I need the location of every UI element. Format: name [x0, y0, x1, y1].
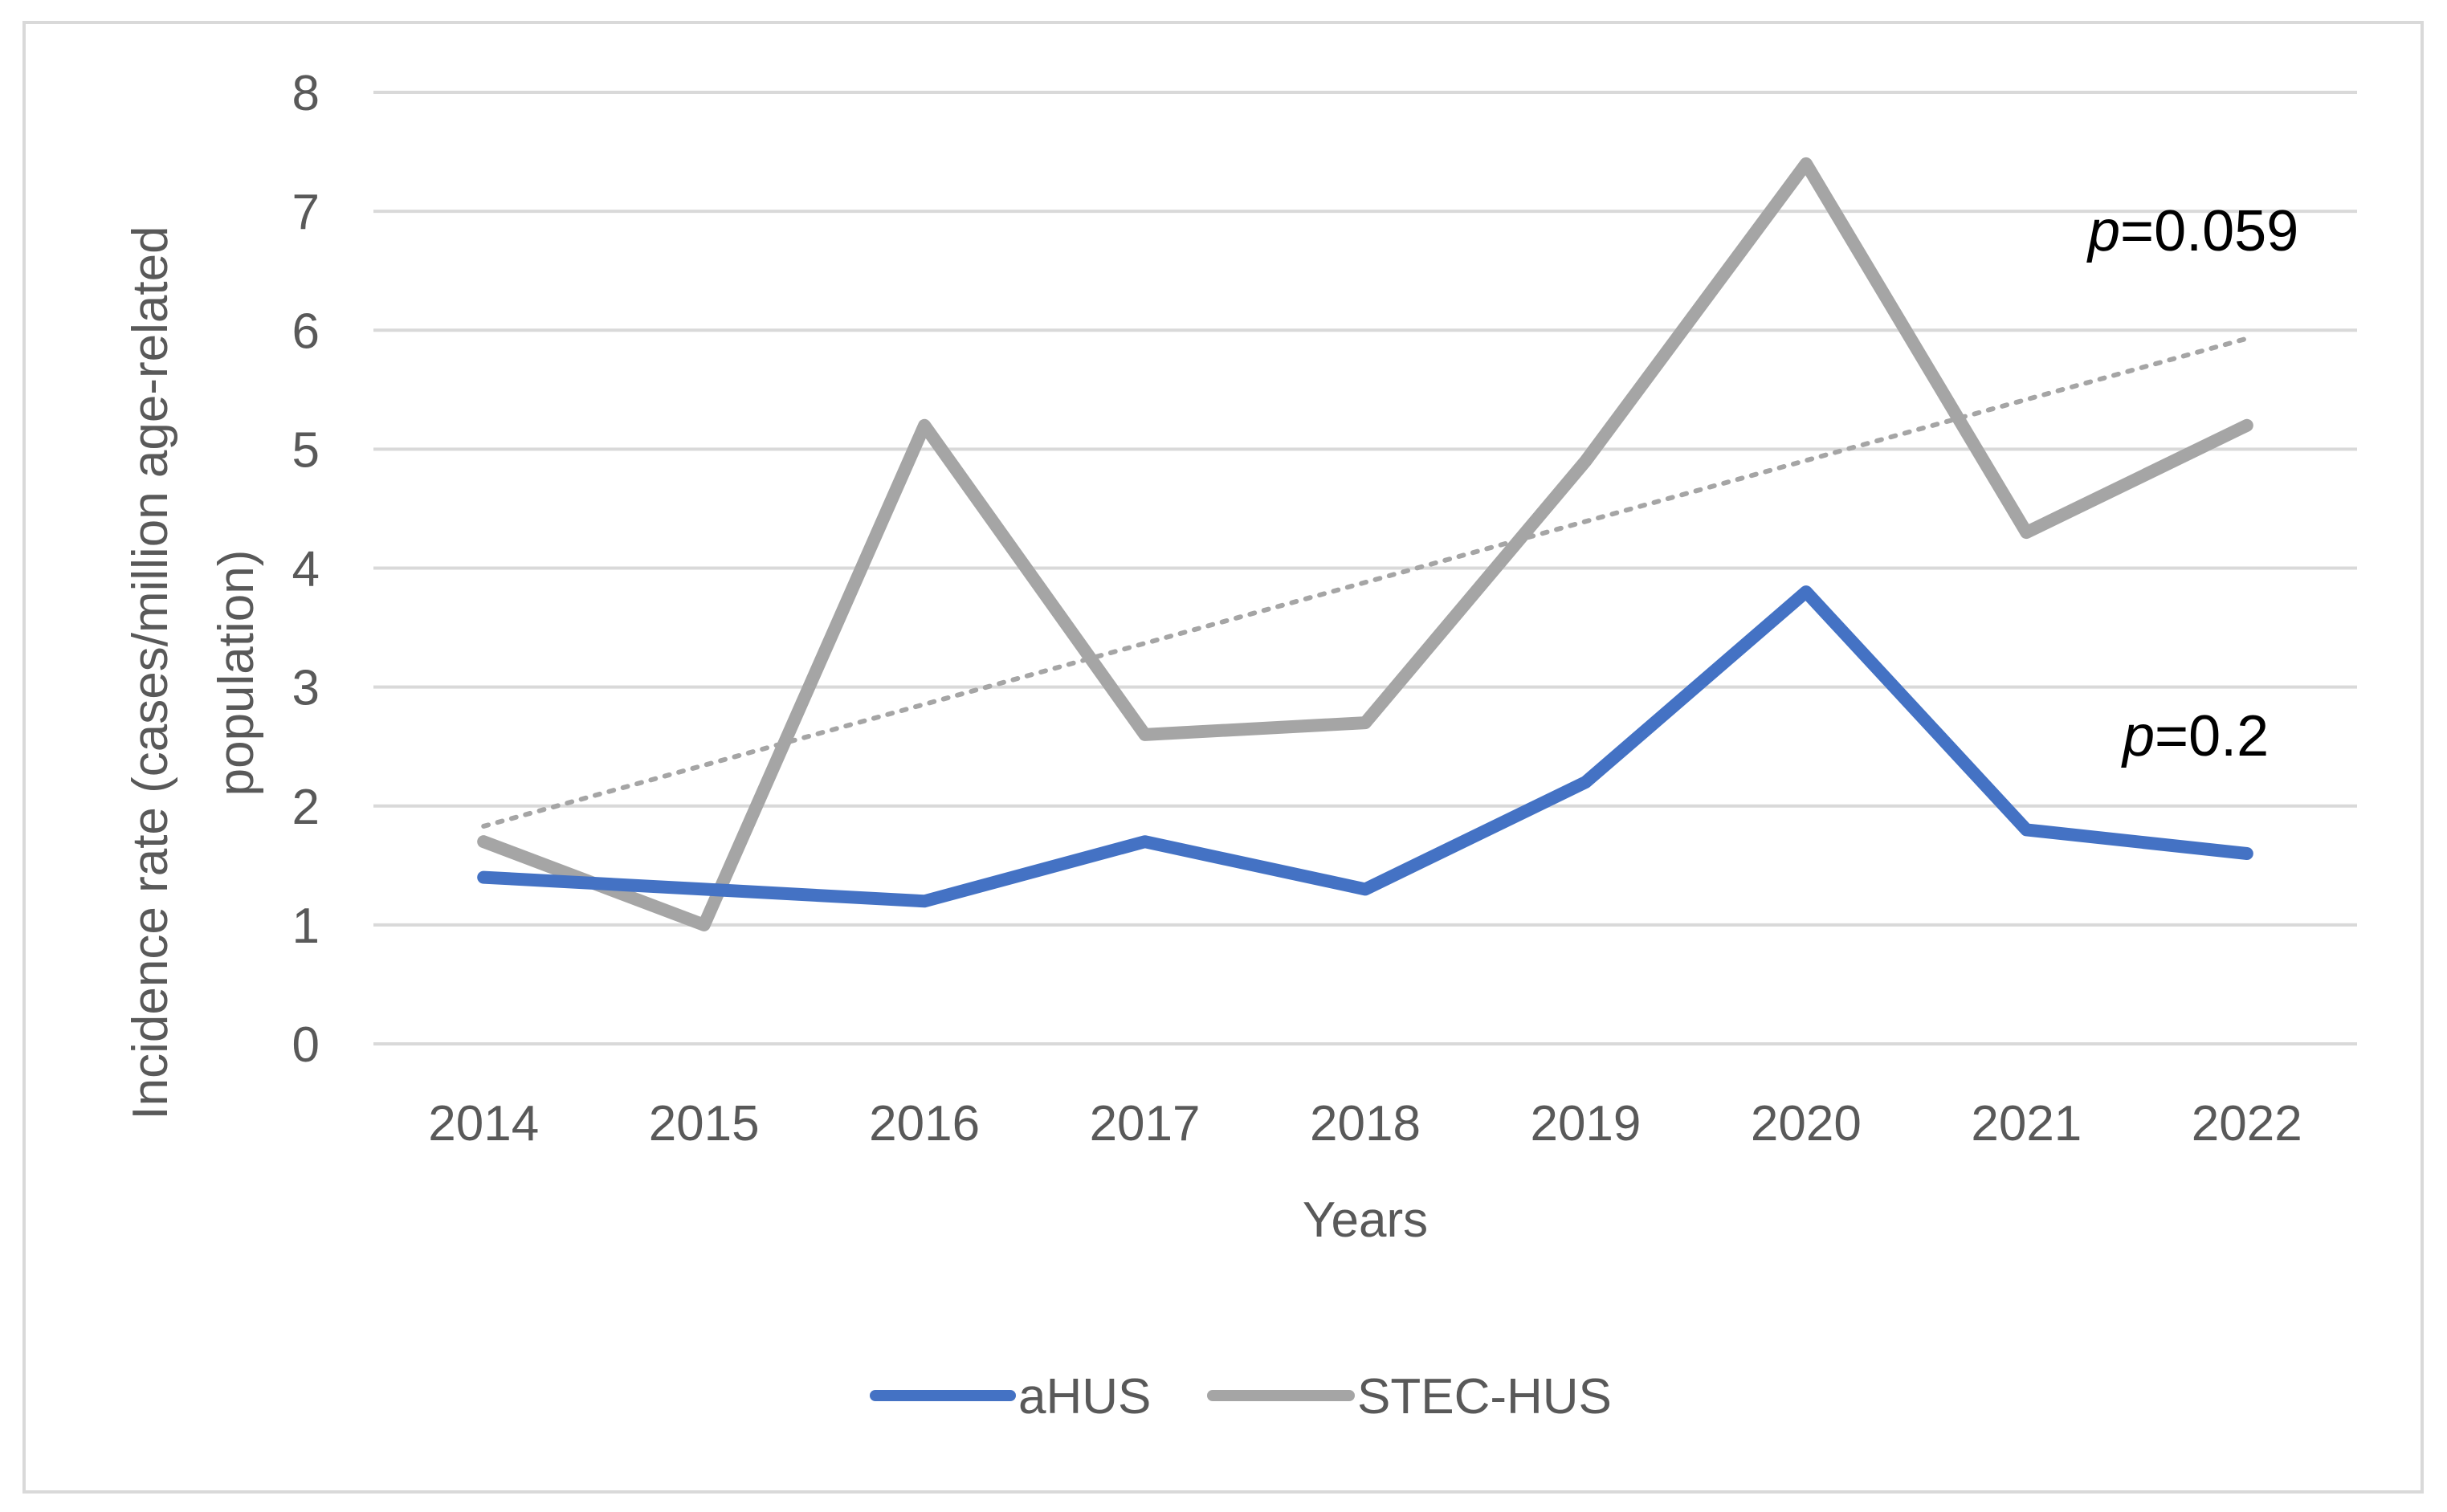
- data-point-stec-hus: [1144, 734, 1146, 736]
- x-axis-title: Years: [1303, 1192, 1428, 1248]
- x-axis-ticks: 2014 2015 2016 2017 2018 2019 2020 2021 2022: [428, 1096, 2302, 1151]
- data-point-stec-hus: [2246, 425, 2248, 426]
- annotation-ahus-p: p: [2121, 704, 2155, 768]
- trendline-stec-hus: [481, 336, 2249, 829]
- data-point-ahus: [704, 888, 705, 890]
- data-point-ahus: [1364, 888, 1366, 890]
- annotation-stec-value: =0.059: [2120, 199, 2298, 263]
- x-tick-label: 2018: [1310, 1096, 1421, 1151]
- data-point-ahus: [483, 877, 484, 878]
- annotation-ahus-pvalue: p=0.2: [2121, 704, 2269, 768]
- x-tick-label: 2015: [649, 1096, 760, 1151]
- y-tick-label: 0: [292, 1017, 320, 1073]
- y-tick-label: 4: [292, 542, 320, 597]
- annotation-stec-p: p: [2086, 199, 2120, 263]
- y-tick-label: 8: [292, 66, 320, 121]
- data-point-ahus: [2025, 829, 2027, 830]
- y-axis-title: Incidence rate (cases/million age-relate…: [123, 226, 178, 1119]
- gridlines: [373, 91, 2357, 1045]
- x-tick-label: 2017: [1090, 1096, 1201, 1151]
- data-point-stec-hus: [483, 841, 484, 842]
- x-tick-label: 2022: [2192, 1096, 2302, 1151]
- data-point-stec-hus: [924, 425, 925, 426]
- y-tick-label: 6: [292, 304, 320, 359]
- trendline-layer: [481, 336, 2249, 829]
- y-tick-label: 1: [292, 899, 320, 954]
- data-point-ahus: [1805, 591, 1807, 593]
- data-point-stec-hus: [1364, 722, 1366, 723]
- x-tick-label: 2016: [869, 1096, 980, 1151]
- data-point-ahus: [2246, 853, 2248, 854]
- series-line-stec-hus: [477, 157, 2253, 931]
- y-tick-label: 5: [292, 422, 320, 478]
- x-tick-label: 2021: [1971, 1096, 2082, 1151]
- series-layer: [477, 157, 2253, 931]
- y-tick-label: 2: [292, 780, 320, 835]
- legend-label-stec-hus: STEC-HUS: [1357, 1369, 1612, 1424]
- data-point-ahus: [924, 900, 925, 902]
- legend-label-ahus: aHUS: [1018, 1369, 1151, 1424]
- data-point-stec-hus: [704, 924, 705, 926]
- y-tick-label: 3: [292, 661, 320, 716]
- y-axis-title-line2: population): [209, 550, 264, 797]
- y-tick-label: 7: [292, 185, 320, 240]
- data-point-ahus: [1144, 841, 1146, 842]
- series-line-ahus: [477, 585, 2253, 908]
- x-tick-label: 2020: [1751, 1096, 1862, 1151]
- y-axis-ticks: 0 1 2 3 4 5 6 7 8: [292, 66, 320, 1073]
- data-point-ahus: [1584, 781, 1586, 783]
- data-point-stec-hus: [1584, 460, 1586, 462]
- data-point-stec-hus: [1805, 163, 1807, 165]
- x-tick-label: 2019: [1530, 1096, 1641, 1151]
- legend: aHUS STEC-HUS: [870, 1369, 1612, 1424]
- data-point-stec-hus: [2025, 532, 2027, 533]
- x-tick-label: 2014: [428, 1096, 539, 1151]
- chart-frame: [22, 21, 2424, 1494]
- annotation-stec-pvalue: p=0.059: [2086, 199, 2298, 263]
- annotation-ahus-value: =0.2: [2155, 704, 2269, 768]
